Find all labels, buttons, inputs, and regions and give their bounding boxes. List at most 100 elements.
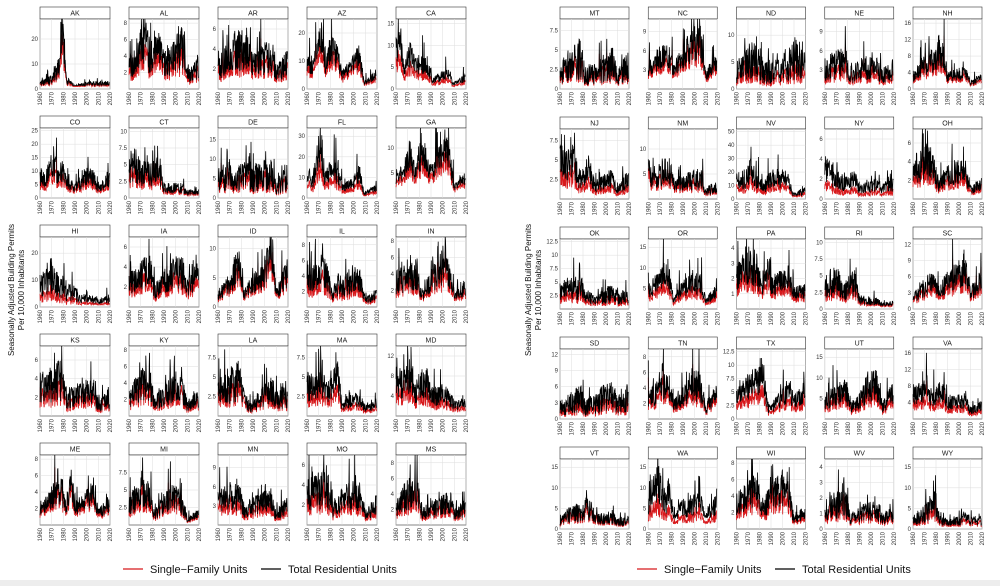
- facet-strip-label: OK: [589, 231, 599, 238]
- total-residential-series-line: [912, 128, 982, 194]
- x-tick-label: 2010: [185, 418, 191, 432]
- facet-strip-label: IA: [161, 229, 168, 236]
- x-tick-label: 2010: [969, 421, 975, 435]
- x-tick-label: 2020: [804, 201, 810, 215]
- x-tick-label: 2000: [85, 91, 91, 105]
- x-tick-label: 1990: [946, 201, 952, 215]
- x-tick-label: 2020: [375, 309, 381, 323]
- y-tick-label: 15: [816, 355, 823, 361]
- x-tick-label: 1960: [558, 201, 564, 215]
- x-tick-label: 2000: [604, 201, 610, 215]
- y-tick-label: 5: [555, 48, 559, 54]
- x-tick-label: 2020: [892, 311, 898, 325]
- facet-strip-label: NE: [854, 11, 864, 18]
- y-tick-label: 0: [731, 417, 735, 423]
- y-tick-label: 2: [302, 503, 306, 509]
- x-tick-label: 2010: [185, 309, 191, 323]
- y-axis-title: Seasonally Adjusted Building PermitsPer …: [7, 224, 26, 356]
- x-tick-label: 1990: [681, 91, 687, 105]
- x-tick-label: 2010: [880, 201, 886, 215]
- x-tick-label: 1960: [646, 201, 652, 215]
- x-tick-label: 2010: [792, 201, 798, 215]
- x-tick-label: 2000: [174, 309, 180, 323]
- y-tick-label: 5: [555, 158, 559, 164]
- x-tick-label: 2010: [704, 201, 710, 215]
- facet-strip-label: GA: [426, 120, 436, 127]
- facet-mn: MN 3 6 9 1960 1970 1980 1990 2000 2010 2020: [213, 442, 292, 541]
- y-tick-label: 6: [213, 27, 217, 33]
- x-tick-label: 2020: [980, 91, 986, 105]
- x-tick-label: 1960: [394, 309, 400, 323]
- x-tick-label: 2010: [363, 418, 369, 432]
- total-residential-series-line: [647, 238, 718, 304]
- x-tick-label: 1970: [746, 531, 752, 545]
- x-tick-label: 1960: [216, 527, 222, 541]
- total-residential-series-line: [912, 18, 982, 86]
- x-tick-label: 2020: [197, 200, 203, 214]
- x-tick-label: 2000: [604, 421, 610, 435]
- y-axis-title-line: Seasonally Adjusted Building Permits: [7, 224, 16, 356]
- x-tick-label: 1960: [38, 309, 44, 323]
- x-tick-label: 1960: [38, 200, 44, 214]
- y-tick-label: 8: [391, 461, 395, 467]
- x-tick-label: 2020: [197, 418, 203, 432]
- x-tick-label: 1990: [429, 309, 435, 323]
- x-tick-label: 1980: [239, 91, 245, 105]
- y-tick-label: 5: [555, 506, 559, 512]
- y-tick-label: 5: [643, 172, 647, 178]
- y-tick-label: 1: [819, 511, 823, 517]
- x-tick-label: 1990: [73, 91, 79, 105]
- total-residential-series-line: [306, 18, 377, 85]
- y-axis-title-line: Per 10,000 Inhabitants: [17, 250, 26, 331]
- x-tick-label: 1990: [857, 201, 863, 215]
- facet-strip-label: MO: [336, 447, 348, 454]
- x-tick-label: 1960: [911, 311, 917, 325]
- x-tick-label: 2020: [197, 91, 203, 105]
- x-tick-label: 2010: [792, 421, 798, 435]
- x-tick-label: 1980: [669, 531, 675, 545]
- x-tick-label: 1980: [328, 527, 334, 541]
- total-residential-series-line: [395, 345, 466, 411]
- x-tick-label: 2020: [286, 200, 292, 214]
- total-residential-series-line: [559, 379, 629, 416]
- x-tick-label: 1980: [239, 418, 245, 432]
- facet-de: DE 0 5 10 15 1960 1970 1980 1990 2000 2010 2020: [209, 115, 292, 214]
- x-tick-label: 1970: [406, 200, 412, 214]
- x-tick-label: 2020: [375, 527, 381, 541]
- y-tick-label: 2.5: [550, 68, 559, 74]
- facet-fl: FL 0 10 20 30 1960 1970 1980 1990 2000 2010 2020: [298, 115, 381, 214]
- x-tick-label: 1980: [669, 91, 675, 105]
- facet-wy: WY 0 5 10 15 1960 1970 1980 1990 2000 2010 2020: [904, 446, 986, 545]
- x-tick-label: 2010: [452, 91, 458, 105]
- x-tick-label: 2010: [185, 200, 191, 214]
- facet-strip-label: IN: [428, 229, 435, 236]
- y-tick-label: 2: [35, 395, 39, 401]
- y-tick-label: 10: [31, 62, 38, 68]
- y-tick-label: 7.5: [119, 471, 128, 477]
- x-tick-label: 2010: [792, 531, 798, 545]
- total-residential-series-line: [306, 454, 377, 520]
- x-tick-label: 1960: [216, 418, 222, 432]
- y-tick-label: 3: [731, 261, 735, 267]
- x-tick-label: 1970: [228, 309, 234, 323]
- y-tick-label: 6: [391, 476, 395, 482]
- x-tick-label: 1970: [570, 421, 576, 435]
- y-tick-label: 10: [640, 266, 647, 272]
- facet-strip-label: AZ: [338, 11, 348, 18]
- total-residential-series-line: [217, 19, 288, 81]
- x-tick-label: 2020: [804, 421, 810, 435]
- facet-ms: MS 2 4 6 8 1960 1970 1980 1990 2000 2010 2020: [391, 442, 470, 541]
- x-tick-label: 1980: [934, 421, 940, 435]
- x-tick-label: 1970: [50, 527, 56, 541]
- facet-strip-label: PA: [767, 231, 776, 238]
- x-tick-label: 1990: [946, 421, 952, 435]
- facet-strip-label: TN: [678, 341, 687, 348]
- x-tick-label: 2000: [263, 91, 269, 105]
- x-tick-label: 2020: [286, 309, 292, 323]
- y-tick-label: 7.5: [726, 377, 735, 383]
- x-tick-label: 1990: [162, 309, 168, 323]
- facet-strip-label: ME: [70, 447, 81, 454]
- total-residential-series-line: [128, 238, 199, 299]
- total-residential-series-line: [559, 38, 629, 86]
- y-tick-label: 2: [643, 401, 647, 407]
